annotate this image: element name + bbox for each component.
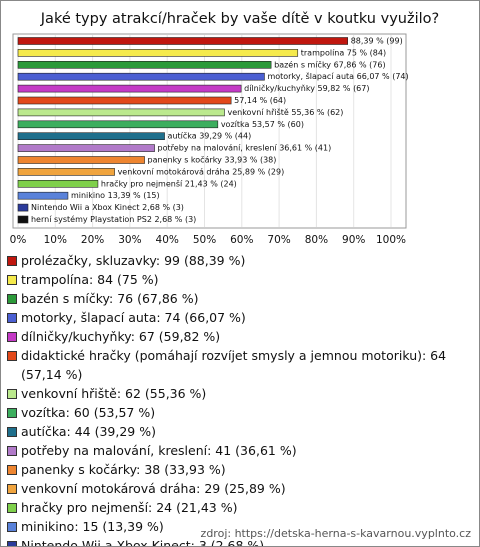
value-label: vozítka 53,57 % (60) xyxy=(221,120,304,129)
legend-swatch xyxy=(7,465,17,475)
value-label: venkovní hřiště 55,36 % (62) xyxy=(227,107,343,117)
legend-item: trampolína: 84 (75 %) xyxy=(7,270,473,289)
legend-swatch xyxy=(7,427,17,437)
legend-item: autíčka: 44 (39,29 %) xyxy=(7,422,473,441)
bar xyxy=(17,215,29,224)
legend-label: dílničky/kuchyňky: 67 (59,82 %) xyxy=(21,329,221,344)
legend-label: panenky s kočárky: 38 (33,93 %) xyxy=(21,462,226,477)
legend-label: motorky, šlapací auta: 74 (66,07 %) xyxy=(21,310,246,325)
legend-swatch xyxy=(7,275,17,285)
legend-item: prolézačky, skluzavky: 99 (88,39 %) xyxy=(7,251,473,270)
source: zdroj: https://detska-herna-s-kavarnou.v… xyxy=(200,527,471,540)
legend-item: motorky, šlapací auta: 74 (66,07 %) xyxy=(7,308,473,327)
x-tick-label: 0% xyxy=(10,234,27,246)
legend-label: prolézačky, skluzavky: 99 (88,39 %) xyxy=(21,253,246,268)
x-tick-label: 80% xyxy=(305,234,328,246)
value-label: panenky s kočárky 33,93 % (38) xyxy=(148,155,277,165)
bar xyxy=(17,203,29,212)
value-label: trampolína 75 % (84) xyxy=(301,48,386,57)
legend-label: trampolína: 84 (75 %) xyxy=(21,272,159,287)
legend-label: minikino: 15 (13,39 %) xyxy=(21,519,164,534)
legend-swatch xyxy=(7,313,17,323)
bar xyxy=(17,132,165,140)
legend-swatch xyxy=(7,484,17,494)
bar xyxy=(17,120,219,129)
bar xyxy=(17,60,272,69)
legend-label: venkovní motokárová dráha: 29 (25,89 %) xyxy=(21,481,286,496)
legend-label: potřeby na malování, kreslení: 41 (36,61… xyxy=(21,443,297,458)
value-label: hračky pro nejmenší 21,43 % (24) xyxy=(101,178,237,188)
bar xyxy=(17,168,115,176)
value-label: 88,39 % (99) xyxy=(351,37,403,46)
legend-item: potřeby na malování, kreslení: 41 (36,61… xyxy=(7,441,473,460)
bar xyxy=(17,144,155,152)
bar xyxy=(17,49,299,57)
legend-item: Nintendo Wii a Xbox Kinect: 3 (2,68 %) xyxy=(7,536,473,547)
legend-item: dílničky/kuchyňky: 67 (59,82 %) xyxy=(7,327,473,346)
value-label: 57,14 % (64) xyxy=(234,96,286,105)
value-label: dílničky/kuchyňky 59,82 % (67) xyxy=(244,83,369,93)
value-label: bazén s míčky 67,86 % (76) xyxy=(274,59,385,69)
legend-label: Nintendo Wii a Xbox Kinect: 3 (2,68 %) xyxy=(21,538,265,547)
legend-item: bazén s míčky: 76 (67,86 %) xyxy=(7,289,473,308)
legend-swatch xyxy=(7,256,17,266)
legend-item: hračky pro nejmenší: 24 (21,43 %) xyxy=(7,498,473,517)
legend-label: autíčka: 44 (39,29 %) xyxy=(21,424,156,439)
x-tick-label: 90% xyxy=(342,234,365,246)
x-tick-label: 30% xyxy=(118,234,141,246)
value-label: motorky, šlapací auta 66,07 % (74) xyxy=(267,71,408,81)
value-label: minikino 13,39 % (15) xyxy=(71,191,160,200)
x-tick-label: 40% xyxy=(156,234,179,246)
legend-swatch xyxy=(7,541,17,546)
legend-item: minikino: 15 (13,39 %) xyxy=(7,517,473,536)
legend-swatch xyxy=(7,522,17,532)
bar xyxy=(17,191,69,200)
legend-swatch xyxy=(7,351,17,361)
legend-swatch xyxy=(7,503,17,513)
x-tick-label: 20% xyxy=(81,234,104,246)
legend-item: venkovní motokárová dráha: 29 (25,89 %) xyxy=(7,479,473,498)
value-label: venkovní motokárová dráha 25,89 % (29) xyxy=(118,167,285,176)
legend-label: hračky pro nejmenší: 24 (21,43 %) xyxy=(21,500,238,515)
legend-item: venkovní hřiště: 62 (55,36 %) xyxy=(7,384,473,403)
legend-swatch xyxy=(7,389,17,399)
bar xyxy=(17,96,232,105)
legend-swatch xyxy=(7,408,17,418)
legend-label: didaktické hračky (pomáhají rozvíjet smy… xyxy=(21,348,447,382)
legend-swatch xyxy=(7,332,17,342)
value-label: autíčka 39,29 % (44) xyxy=(168,131,252,141)
legend-swatch xyxy=(7,294,17,304)
bar xyxy=(17,180,99,188)
bar xyxy=(17,84,242,93)
legend-item: panenky s kočárky: 38 (33,93 %) xyxy=(7,460,473,479)
legend-label: venkovní hřiště: 62 (55,36 %) xyxy=(21,386,207,401)
value-label: potřeby na malování, kreslení 36,61 % (4… xyxy=(158,144,332,153)
x-tick-label: 10% xyxy=(44,234,67,246)
bar xyxy=(17,156,145,164)
plot: Jaké typy atrakcí/hraček by vaše dítě v … xyxy=(10,11,440,246)
chart-title: Jaké typy atrakcí/hraček by vaše dítě v … xyxy=(40,11,439,27)
value-label: herní systémy Playstation PS2 2,68 % (3) xyxy=(31,214,196,224)
legend-swatch xyxy=(7,446,17,456)
x-tick-label: 100% xyxy=(376,234,406,246)
legend-item: vozítka: 60 (53,57 %) xyxy=(7,403,473,422)
x-tick-label: 70% xyxy=(267,234,290,246)
value-label: Nintendo Wii a Xbox Kinect 2,68 % (3) xyxy=(31,203,184,212)
x-tick-label: 60% xyxy=(230,234,253,246)
legend-label: bazén s míčky: 76 (67,86 %) xyxy=(21,291,199,306)
x-tick-label: 50% xyxy=(193,234,216,246)
legend-item: didaktické hračky (pomáhají rozvíjet smy… xyxy=(7,346,473,384)
bar xyxy=(17,72,265,81)
bar xyxy=(17,108,225,117)
bar xyxy=(17,37,348,45)
legend: prolézačky, skluzavky: 99 (88,39 %) tramp… xyxy=(7,251,473,547)
legend-label: vozítka: 60 (53,57 %) xyxy=(21,405,156,420)
